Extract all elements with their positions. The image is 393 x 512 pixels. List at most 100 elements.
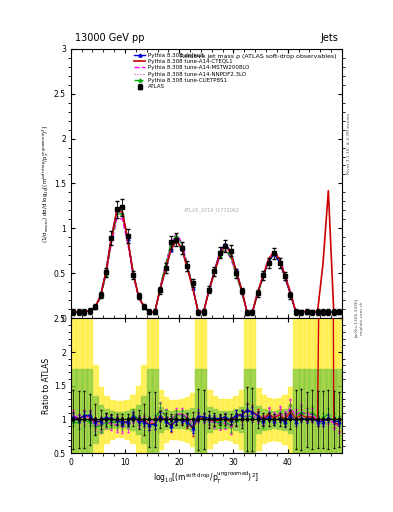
- Pythia 8.308 default: [244, 309, 250, 315]
- Pythia 8.308 tune-CUETP8S1: [288, 290, 293, 296]
- Pythia 8.308 tune-A14-CTEQL1: [218, 250, 222, 257]
- Pythia 8.308 tune-A14-CTEQL1: [321, 261, 325, 267]
- Pythia 8.308 tune-A14-MSTW2008LO: [272, 248, 276, 254]
- Pythia 8.308 default: [109, 233, 114, 240]
- Text: Relative jet mass ρ (ATLAS soft-drop observables): Relative jet mass ρ (ATLAS soft-drop obs…: [180, 54, 336, 59]
- Pythia 8.308 tune-A14-CTEQL1: [207, 287, 211, 293]
- Pythia 8.308 tune-A14-NNPDF2.3LO: [77, 309, 81, 315]
- Pythia 8.308 tune-A14-CTEQL1: [310, 309, 314, 315]
- Pythia 8.308 tune-A14-CTEQL1: [331, 309, 336, 315]
- Pythia 8.308 tune-A14-NNPDF2.3LO: [315, 309, 320, 315]
- Pythia 8.308 tune-A14-MSTW2008LO: [147, 309, 152, 315]
- Pythia 8.308 tune-A14-NNPDF2.3LO: [147, 309, 152, 315]
- Pythia 8.308 tune-A14-MSTW2008LO: [201, 309, 206, 315]
- Pythia 8.308 tune-A14-MSTW2008LO: [87, 308, 92, 314]
- Pythia 8.308 default: [304, 309, 309, 315]
- Pythia 8.308 tune-A14-CTEQL1: [277, 256, 282, 262]
- Pythia 8.308 tune-A14-NNPDF2.3LO: [337, 309, 342, 315]
- Pythia 8.308 default: [266, 258, 271, 264]
- Pythia 8.308 tune-A14-MSTW2008LO: [109, 240, 114, 246]
- Pythia 8.308 tune-A14-NNPDF2.3LO: [283, 271, 287, 278]
- Pythia 8.308 tune-A14-CTEQL1: [239, 286, 244, 292]
- Text: mcplots.cern.ch: mcplots.cern.ch: [360, 300, 364, 335]
- Pythia 8.308 tune-A14-CTEQL1: [152, 309, 157, 315]
- Pythia 8.308 tune-A14-NNPDF2.3LO: [163, 262, 168, 268]
- Pythia 8.308 tune-A14-MSTW2008LO: [77, 309, 81, 315]
- Pythia 8.308 tune-A14-NNPDF2.3LO: [185, 263, 190, 269]
- Pythia 8.308 tune-CUETP8S1: [185, 263, 190, 269]
- Text: [arXiv:1306.3436]: [arXiv:1306.3436]: [354, 298, 358, 337]
- Pythia 8.308 tune-A14-MSTW2008LO: [212, 270, 217, 276]
- Pythia 8.308 tune-A14-NNPDF2.3LO: [212, 271, 217, 277]
- Pythia 8.308 tune-CUETP8S1: [114, 211, 119, 218]
- Line: Pythia 8.308 tune-A14-NNPDF2.3LO: Pythia 8.308 tune-A14-NNPDF2.3LO: [73, 216, 339, 312]
- Pythia 8.308 default: [71, 309, 76, 315]
- Pythia 8.308 tune-A14-NNPDF2.3LO: [93, 305, 97, 311]
- Pythia 8.308 tune-A14-CTEQL1: [163, 266, 168, 272]
- Pythia 8.308 default: [147, 309, 152, 315]
- Pythia 8.308 tune-A14-CTEQL1: [266, 256, 271, 262]
- Pythia 8.308 tune-CUETP8S1: [321, 309, 325, 315]
- Pythia 8.308 tune-A14-NNPDF2.3LO: [180, 242, 184, 248]
- Legend: Pythia 8.308 default, Pythia 8.308 tune-A14-CTEQL1, Pythia 8.308 tune-A14-MSTW20: Pythia 8.308 default, Pythia 8.308 tune-…: [133, 51, 250, 91]
- Pythia 8.308 tune-CUETP8S1: [131, 269, 136, 275]
- Pythia 8.308 tune-A14-MSTW2008LO: [98, 294, 103, 300]
- Pythia 8.308 tune-A14-CTEQL1: [326, 187, 331, 194]
- Pythia 8.308 tune-CUETP8S1: [87, 308, 92, 314]
- Pythia 8.308 default: [326, 309, 331, 315]
- Pythia 8.308 tune-CUETP8S1: [190, 284, 195, 290]
- Pythia 8.308 tune-CUETP8S1: [212, 270, 217, 276]
- Pythia 8.308 default: [234, 267, 239, 273]
- Y-axis label: (1/σ$_{\mathrm{resum}}$) dσ/d log$_{10}$[(m$^{\mathrm{soft\ drop}}$/p$_T^{\mathr: (1/σ$_{\mathrm{resum}}$) dσ/d log$_{10}$…: [41, 124, 52, 243]
- Pythia 8.308 tune-CUETP8S1: [239, 288, 244, 294]
- Pythia 8.308 tune-A14-MSTW2008LO: [169, 240, 173, 246]
- Pythia 8.308 tune-A14-NNPDF2.3LO: [141, 303, 146, 309]
- Pythia 8.308 tune-A14-CTEQL1: [228, 250, 233, 256]
- Pythia 8.308 tune-A14-NNPDF2.3LO: [131, 270, 136, 276]
- Pythia 8.308 tune-CUETP8S1: [283, 273, 287, 280]
- Pythia 8.308 default: [77, 309, 81, 315]
- Pythia 8.308 default: [228, 248, 233, 254]
- Pythia 8.308 tune-A14-NNPDF2.3LO: [201, 309, 206, 315]
- Pythia 8.308 tune-CUETP8S1: [163, 262, 168, 268]
- Pythia 8.308 tune-CUETP8S1: [196, 309, 200, 315]
- Line: Pythia 8.308 tune-A14-MSTW2008LO: Pythia 8.308 tune-A14-MSTW2008LO: [73, 219, 339, 312]
- Pythia 8.308 tune-A14-MSTW2008LO: [93, 305, 97, 311]
- Pythia 8.308 tune-A14-NNPDF2.3LO: [109, 240, 114, 246]
- Pythia 8.308 tune-A14-CTEQL1: [180, 246, 184, 252]
- Pythia 8.308 tune-A14-MSTW2008LO: [299, 309, 303, 315]
- Pythia 8.308 default: [136, 293, 141, 300]
- Pythia 8.308 tune-A14-CTEQL1: [120, 209, 125, 215]
- Pythia 8.308 tune-A14-MSTW2008LO: [141, 304, 146, 310]
- Pythia 8.308 tune-CUETP8S1: [109, 238, 114, 244]
- Pythia 8.308 tune-A14-NNPDF2.3LO: [261, 272, 266, 279]
- Pythia 8.308 tune-A14-MSTW2008LO: [283, 271, 287, 277]
- Line: Pythia 8.308 tune-A14-CTEQL1: Pythia 8.308 tune-A14-CTEQL1: [73, 190, 339, 312]
- Pythia 8.308 default: [93, 304, 97, 310]
- Pythia 8.308 tune-A14-NNPDF2.3LO: [136, 293, 141, 299]
- Pythia 8.308 tune-CUETP8S1: [152, 309, 157, 315]
- Pythia 8.308 tune-A14-MSTW2008LO: [223, 247, 228, 253]
- Pythia 8.308 tune-A14-CTEQL1: [234, 268, 239, 274]
- Pythia 8.308 tune-A14-NNPDF2.3LO: [196, 309, 200, 315]
- Pythia 8.308 default: [120, 208, 125, 215]
- Pythia 8.308 tune-A14-CTEQL1: [288, 290, 293, 296]
- Pythia 8.308 tune-A14-NNPDF2.3LO: [120, 212, 125, 219]
- Pythia 8.308 tune-A14-MSTW2008LO: [152, 309, 157, 315]
- Pythia 8.308 default: [185, 265, 190, 271]
- Pythia 8.308 tune-A14-NNPDF2.3LO: [239, 288, 244, 294]
- Pythia 8.308 tune-CUETP8S1: [277, 258, 282, 264]
- Pythia 8.308 default: [283, 275, 287, 281]
- Pythia 8.308 tune-A14-CTEQL1: [212, 269, 217, 275]
- Pythia 8.308 tune-A14-MSTW2008LO: [82, 309, 86, 315]
- Pythia 8.308 tune-A14-CTEQL1: [147, 309, 152, 315]
- Pythia 8.308 tune-A14-MSTW2008LO: [158, 284, 163, 290]
- Text: 13000 GeV pp: 13000 GeV pp: [75, 33, 144, 44]
- Pythia 8.308 tune-CUETP8S1: [174, 232, 179, 238]
- Pythia 8.308 tune-A14-MSTW2008LO: [71, 309, 76, 315]
- Pythia 8.308 tune-A14-CTEQL1: [261, 272, 266, 279]
- Pythia 8.308 default: [131, 270, 136, 276]
- Pythia 8.308 default: [169, 246, 173, 252]
- Pythia 8.308 default: [163, 266, 168, 272]
- Pythia 8.308 tune-A14-MSTW2008LO: [190, 283, 195, 289]
